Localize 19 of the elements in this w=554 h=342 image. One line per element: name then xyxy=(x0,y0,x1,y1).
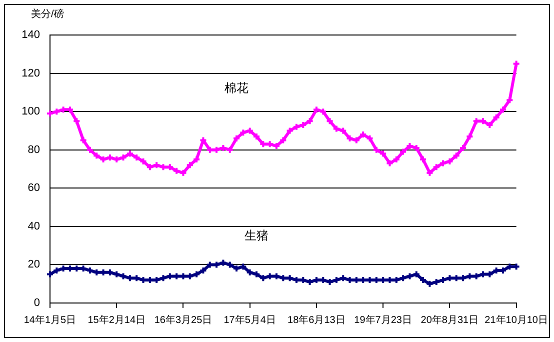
x-tick-label: 17年5月4日 xyxy=(224,314,276,326)
y-tick-label: 140 xyxy=(22,29,40,42)
x-tick-label: 20年8月31日 xyxy=(420,314,479,326)
x-tick-label: 15年2月14日 xyxy=(88,314,146,326)
series-label: 生猪 xyxy=(244,228,269,242)
x-tick-label: 18年6月13日 xyxy=(288,314,346,326)
x-tick-label: 21年10月10日 xyxy=(484,314,548,326)
text: 棉花 xyxy=(224,80,249,95)
y-tick-label: 120 xyxy=(22,67,40,80)
y-tick-label: 40 xyxy=(28,220,40,232)
x-tick-label: 14年1月5日 xyxy=(24,314,76,326)
y-tick-label: 60 xyxy=(28,182,40,194)
y-tick-label: 100 xyxy=(22,106,40,118)
y-tick-label: 0 xyxy=(34,297,40,310)
x-tick-label: 19年7月23日 xyxy=(354,314,412,326)
y-tick-label: 20 xyxy=(28,258,40,271)
y-tick-label: 80 xyxy=(28,144,40,156)
y-axis-title: 美分/磅 xyxy=(31,8,64,20)
x-tick-label: 16年3月25日 xyxy=(154,314,212,326)
